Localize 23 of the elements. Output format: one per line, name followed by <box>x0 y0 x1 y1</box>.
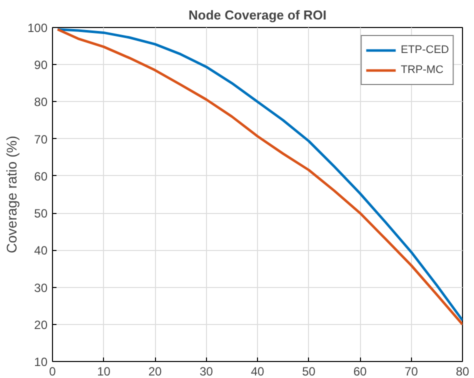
legend-label: ETP-CED <box>400 44 449 56</box>
x-tick-label: 60 <box>353 364 367 378</box>
y-tick-label: 40 <box>34 244 48 258</box>
x-tick-label: 30 <box>200 364 214 378</box>
y-tick-label: 10 <box>34 355 48 369</box>
y-tick-label: 80 <box>34 95 48 110</box>
y-axis-title: Coverage ratio (%) <box>3 136 20 254</box>
x-tick-label: 0 <box>49 364 56 378</box>
chart-title: Node Coverage of ROI <box>188 8 326 22</box>
y-tick-label: 70 <box>34 132 48 146</box>
x-tick-label: 40 <box>250 364 264 378</box>
y-tick-label: 90 <box>34 58 48 72</box>
x-tick-label: 70 <box>404 364 418 378</box>
x-tick-label: 10 <box>97 364 111 378</box>
legend-label: TRP-MC <box>400 64 444 76</box>
y-tick-label: 20 <box>34 318 48 332</box>
x-tick-label: 20 <box>148 364 162 378</box>
y-tick-label: 60 <box>34 169 48 184</box>
x-tick-label: 80 <box>456 364 470 378</box>
y-tick-label: 100 <box>27 21 48 35</box>
y-tick-label: 50 <box>34 206 48 221</box>
x-tick-label: 50 <box>302 364 316 378</box>
y-tick-label: 30 <box>34 280 48 295</box>
